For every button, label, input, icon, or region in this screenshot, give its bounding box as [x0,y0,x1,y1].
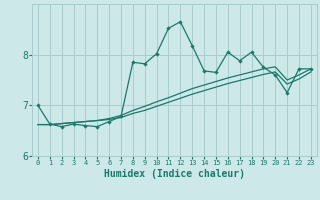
X-axis label: Humidex (Indice chaleur): Humidex (Indice chaleur) [104,169,245,179]
